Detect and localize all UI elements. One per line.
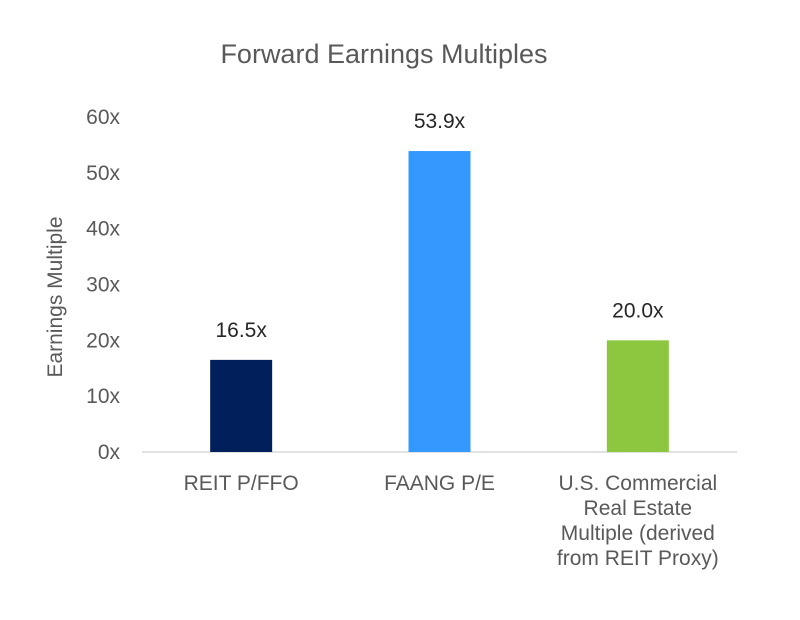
y-tick-label: 30x: [86, 274, 120, 297]
bars: [210, 151, 669, 452]
bar-data-label: 53.9x: [414, 110, 466, 133]
y-tick-label: 50x: [86, 162, 120, 185]
bar-data-label: 20.0x: [612, 299, 664, 322]
x-tick-label-line: FAANG P/E: [384, 472, 495, 495]
y-tick-label: 20x: [86, 329, 120, 352]
chart-title: Forward Earnings Multiples: [220, 39, 547, 69]
bar-data-label: 16.5x: [215, 319, 267, 342]
x-tick-label-line: Real Estate: [584, 497, 693, 520]
x-tick-label-line: from REIT Proxy): [557, 547, 719, 570]
y-tick-label: 40x: [86, 218, 120, 241]
x-tick-label-line: U.S. Commercial: [558, 472, 717, 495]
x-tick-label: FAANG P/E: [384, 472, 495, 495]
bar: [606, 340, 669, 452]
x-tick-label-line: REIT P/FFO: [184, 472, 299, 495]
bar-data-labels: 16.5x 53.9x 20.0x: [215, 110, 664, 342]
y-tick-label: 10x: [86, 385, 120, 408]
bar: [210, 359, 273, 452]
x-tick-label-line: Multiple (derived: [561, 522, 715, 545]
bar: [408, 151, 471, 452]
y-axis-ticks: 0x 10x 20x 30x 40x 50x 60x: [86, 106, 120, 464]
x-tick-label: REIT P/FFO: [184, 472, 299, 495]
y-axis-title: Earnings Multiple: [44, 216, 67, 377]
y-tick-label: 60x: [86, 106, 120, 129]
y-tick-label: 0x: [98, 441, 121, 464]
x-tick-label: U.S. Commercial Real Estate Multiple (deri…: [557, 472, 719, 570]
x-axis-category-labels: REIT P/FFO FAANG P/E U.S. Commercial Real E…: [184, 472, 719, 570]
